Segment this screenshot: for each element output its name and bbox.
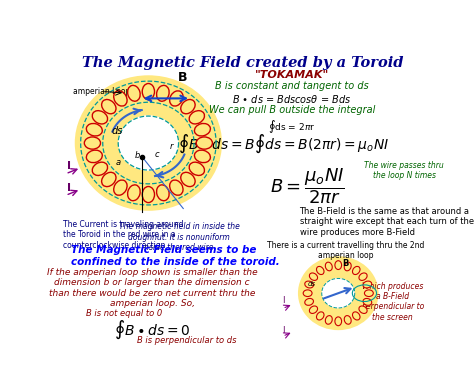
Text: a: a xyxy=(116,158,121,167)
Ellipse shape xyxy=(142,83,155,99)
Text: The magnetic field in inside the
doughnut. It is nonuniform
inside the red wire.: The magnetic field in inside the doughnu… xyxy=(119,222,240,252)
Ellipse shape xyxy=(298,256,379,330)
Ellipse shape xyxy=(325,262,332,271)
Text: I: I xyxy=(283,296,285,305)
Ellipse shape xyxy=(101,172,116,186)
Text: $\oint B \bullet ds = 0$: $\oint B \bullet ds = 0$ xyxy=(114,319,191,341)
Ellipse shape xyxy=(317,266,324,275)
Ellipse shape xyxy=(92,111,108,124)
Text: The B-Field is the same as that around a
straight wire except that each turn of : The B-Field is the same as that around a… xyxy=(300,207,474,237)
Ellipse shape xyxy=(101,99,116,114)
Text: B: B xyxy=(342,259,348,268)
Text: $\oint$ds = 2$\pi$r: $\oint$ds = 2$\pi$r xyxy=(268,118,315,135)
Text: b: b xyxy=(135,151,140,160)
Text: If the amperian loop shown is smaller than the
dimension b or larger than the di: If the amperian loop shown is smaller th… xyxy=(47,268,257,308)
Text: B $\bullet$ ds = Bdscos$\theta$ = Bds: B $\bullet$ ds = Bdscos$\theta$ = Bds xyxy=(232,93,351,105)
Ellipse shape xyxy=(189,162,204,176)
Ellipse shape xyxy=(86,150,102,163)
Text: The Current is traveling around
the Toroid in the red wire in a
counterclockwise: The Current is traveling around the Toro… xyxy=(63,220,183,250)
Ellipse shape xyxy=(305,281,313,288)
Ellipse shape xyxy=(365,290,374,296)
Text: amperian Loop: amperian Loop xyxy=(73,87,130,96)
Text: "TOKAMAK": "TOKAMAK" xyxy=(255,70,329,80)
Ellipse shape xyxy=(363,281,372,288)
Ellipse shape xyxy=(363,298,372,305)
Ellipse shape xyxy=(84,137,100,149)
Ellipse shape xyxy=(128,185,140,201)
Ellipse shape xyxy=(189,111,204,124)
Ellipse shape xyxy=(194,150,210,163)
Ellipse shape xyxy=(86,124,102,136)
Text: $B = \dfrac{\mu_o NI}{2\pi r}$: $B = \dfrac{\mu_o NI}{2\pi r}$ xyxy=(270,166,345,206)
Ellipse shape xyxy=(344,316,351,324)
Text: $\oint B \bullet ds = B\oint ds = B(2\pi r) = \mu_o NI$: $\oint B \bullet ds = B\oint ds = B(2\pi… xyxy=(178,133,390,156)
Text: B is perpendicular to ds: B is perpendicular to ds xyxy=(137,335,237,344)
Ellipse shape xyxy=(344,262,351,271)
Ellipse shape xyxy=(92,162,108,176)
Ellipse shape xyxy=(353,312,360,320)
Ellipse shape xyxy=(75,75,222,211)
Text: Which produces
a B-Field
perpendicular to
the screen: Which produces a B-Field perpendicular t… xyxy=(361,282,424,322)
Ellipse shape xyxy=(359,306,367,314)
Text: The Magnetic Field created by a Toroid: The Magnetic Field created by a Toroid xyxy=(82,56,404,70)
Ellipse shape xyxy=(335,261,342,269)
Ellipse shape xyxy=(114,180,127,195)
Text: B is not equal to 0: B is not equal to 0 xyxy=(86,308,163,317)
Ellipse shape xyxy=(170,91,183,106)
Ellipse shape xyxy=(142,186,155,202)
Text: c: c xyxy=(155,150,159,159)
Ellipse shape xyxy=(310,306,318,314)
Text: There is a current travelling thru the 2nd
amperian loop: There is a current travelling thru the 2… xyxy=(267,241,425,260)
Text: The Magnetic Field seems to be
confined to the inside of the toroid.: The Magnetic Field seems to be confined … xyxy=(71,245,280,267)
Ellipse shape xyxy=(335,317,342,326)
Text: B is constant and tangent to ds: B is constant and tangent to ds xyxy=(215,82,369,91)
Text: r: r xyxy=(170,142,173,151)
Ellipse shape xyxy=(128,85,140,101)
Ellipse shape xyxy=(181,172,195,186)
Ellipse shape xyxy=(325,316,332,324)
Ellipse shape xyxy=(317,312,324,320)
Ellipse shape xyxy=(118,115,179,171)
Ellipse shape xyxy=(156,185,169,201)
Ellipse shape xyxy=(322,278,355,308)
Text: ds: ds xyxy=(111,126,123,136)
Ellipse shape xyxy=(303,290,312,296)
Ellipse shape xyxy=(359,273,367,280)
Ellipse shape xyxy=(181,99,195,114)
Text: I: I xyxy=(67,183,71,193)
Text: ds: ds xyxy=(307,280,315,287)
Text: The wire passes thru
the loop N times: The wire passes thru the loop N times xyxy=(364,161,444,180)
Ellipse shape xyxy=(353,266,360,275)
Text: I: I xyxy=(283,326,285,335)
Ellipse shape xyxy=(156,85,169,101)
Text: We can pull B outside the integral: We can pull B outside the integral xyxy=(209,105,375,115)
Ellipse shape xyxy=(305,298,313,305)
Text: B: B xyxy=(178,71,187,85)
Text: I: I xyxy=(67,161,71,171)
Ellipse shape xyxy=(170,180,183,195)
Ellipse shape xyxy=(114,91,127,106)
Ellipse shape xyxy=(310,273,318,280)
Ellipse shape xyxy=(196,137,212,149)
Ellipse shape xyxy=(194,124,210,136)
